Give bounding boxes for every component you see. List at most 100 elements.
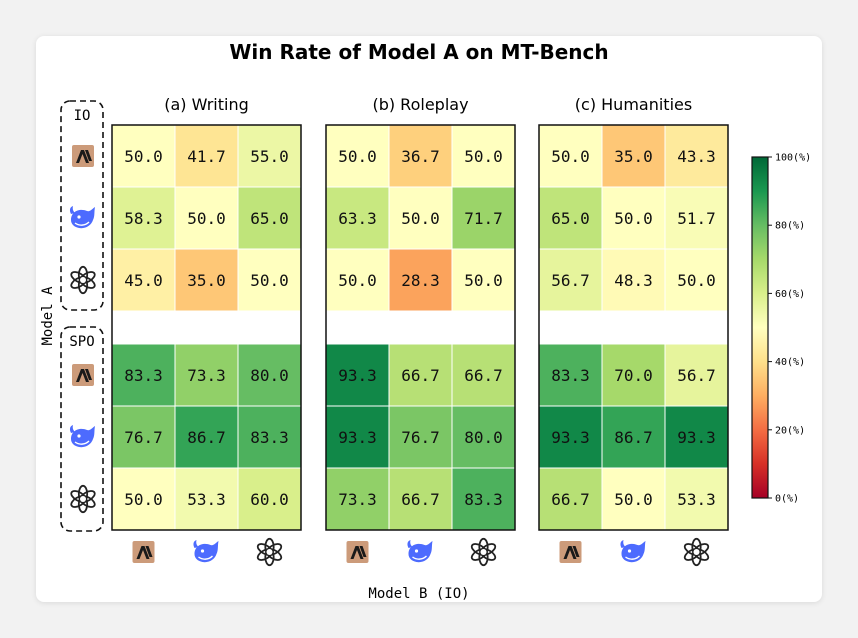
heatmap-cell [664, 186, 729, 250]
cell-value-label: 50.0 [187, 209, 226, 228]
heatmap-cell [601, 124, 666, 188]
heatmap-cell [601, 248, 666, 312]
heatmap-cell [111, 248, 176, 312]
heatmap-cell [388, 124, 453, 188]
heatmap-cell [664, 248, 729, 312]
cell-value-label: 73.3 [187, 366, 226, 385]
cell-value-label: 83.3 [250, 428, 289, 447]
heatmap-cell [325, 124, 390, 188]
cell-value-label: 83.3 [464, 490, 503, 509]
cell-value-label: 93.3 [551, 428, 590, 447]
cell-value-label: 50.0 [464, 271, 503, 290]
x-claude-icon [346, 541, 369, 563]
cell-value-label: 63.3 [338, 209, 377, 228]
heatmap-cell [601, 467, 666, 531]
heatmap-cell [237, 343, 302, 407]
cell-value-label: 83.3 [551, 366, 590, 385]
heatmap-cell [664, 467, 729, 531]
cell-value-label: 50.0 [124, 490, 163, 509]
row-group-box [60, 326, 104, 532]
cell-value-label: 43.3 [677, 147, 716, 166]
heatmap-cell [538, 248, 603, 312]
heatmap-cell [451, 405, 516, 469]
heatmap-cell [325, 248, 390, 312]
cell-value-label: 93.3 [677, 428, 716, 447]
cell-value-label: 50.0 [338, 271, 377, 290]
heatmap-cell [111, 186, 176, 250]
panel-1: (b) Roleplay 50.0 36.7 50.0 63.3 50.0 71.7 50.0… [325, 95, 516, 567]
colorbar: 0(%) 20(%) 40(%) 60(%) 80(%) 100(%) [751, 153, 811, 505]
row-group-label: SPO [69, 334, 94, 350]
cell-value-label: 50.0 [551, 147, 590, 166]
heatmap-cell [237, 248, 302, 312]
x-axis-label: Model B (IO) [368, 586, 469, 602]
heatmap-cell [601, 343, 666, 407]
cell-value-label: 66.7 [401, 490, 440, 509]
heatmap-cell [388, 186, 453, 250]
cell-value-label: 55.0 [250, 147, 289, 166]
heatmap-cell [451, 186, 516, 250]
heatmap-panels: (a) Writing 50.0 41.7 55.0 58.3 50.0 65.0 45.0 3… [111, 95, 729, 567]
figure-card: Win Rate of Model A on MT-Bench Model A … [36, 36, 822, 602]
heatmap-cell [664, 405, 729, 469]
heatmap-cell [237, 186, 302, 250]
heatmap-cell [388, 343, 453, 407]
cell-value-label: 86.7 [187, 428, 226, 447]
cell-value-label: 80.0 [250, 366, 289, 385]
cell-value-label: 56.7 [551, 271, 590, 290]
heatmap-cell [538, 405, 603, 469]
cell-value-label: 50.0 [124, 147, 163, 166]
colorbar-tick-label: 40(%) [775, 357, 805, 368]
heatmap-cell [601, 405, 666, 469]
colorbar-gradient [752, 157, 768, 498]
row-group-box [60, 100, 104, 311]
cell-value-label: 51.7 [677, 209, 716, 228]
x-openai-icon [470, 537, 497, 567]
heatmap-cell [111, 124, 176, 188]
heatmap-cell [325, 343, 390, 407]
colorbar-tick-label: 80(%) [775, 221, 805, 232]
cell-value-label: 58.3 [124, 209, 163, 228]
heatmap-figure: Win Rate of Model A on MT-Bench Model A … [40, 40, 811, 602]
cell-value-label: 65.0 [551, 209, 590, 228]
x-openai-icon [683, 537, 710, 567]
row-group-label: IO [74, 108, 91, 124]
cell-value-label: 60.0 [250, 490, 289, 509]
cell-value-label: 48.3 [614, 271, 653, 290]
panel-subtitle: (c) Humanities [575, 95, 692, 114]
cell-value-label: 50.0 [614, 490, 653, 509]
colorbar-frame [751, 156, 769, 499]
cell-value-label: 93.3 [338, 366, 377, 385]
cell-value-label: 50.0 [401, 209, 440, 228]
cell-value-label: 50.0 [614, 209, 653, 228]
cell-value-label: 50.0 [464, 147, 503, 166]
cell-value-label: 66.7 [551, 490, 590, 509]
cell-value-label: 28.3 [401, 271, 440, 290]
cell-value-label: 53.3 [677, 490, 716, 509]
cell-value-label: 71.7 [464, 209, 503, 228]
heatmap-cell [174, 405, 239, 469]
colorbar-tick-label: 0(%) [775, 494, 799, 505]
cell-value-label: 50.0 [250, 271, 289, 290]
x-deepseek-icon [620, 540, 646, 563]
heatmap-cell [237, 467, 302, 531]
colorbar-tick-label: 20(%) [775, 425, 805, 436]
colorbar-tick-label: 100(%) [775, 153, 811, 164]
cell-value-label: 66.7 [401, 366, 440, 385]
heatmap-cell [601, 186, 666, 250]
heatmap-cell [451, 248, 516, 312]
cell-value-label: 36.7 [401, 147, 440, 166]
cell-value-label: 80.0 [464, 428, 503, 447]
heatmap-cell [174, 467, 239, 531]
heatmap-cell [538, 467, 603, 531]
cell-value-label: 83.3 [124, 366, 163, 385]
x-deepseek-icon [407, 540, 433, 563]
panel-frame [538, 124, 729, 531]
panel-0: (a) Writing 50.0 41.7 55.0 58.3 50.0 65.0 45.0 3… [111, 95, 302, 567]
cell-value-label: 76.7 [124, 428, 163, 447]
heatmap-cell [325, 467, 390, 531]
cell-value-label: 65.0 [250, 209, 289, 228]
row-model-icons: IO SPO [60, 100, 104, 532]
cell-value-label: 93.3 [338, 428, 377, 447]
panel-frame [111, 124, 302, 531]
